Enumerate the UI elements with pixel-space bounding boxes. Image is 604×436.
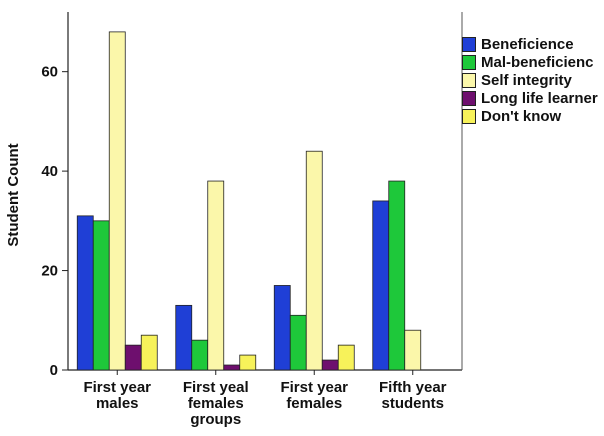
legend-label: Long life learner [481, 90, 598, 107]
bar [404, 329, 422, 371]
bar [223, 364, 241, 371]
bar [191, 339, 209, 371]
legend-item: Self integrity [462, 72, 604, 88]
x-tick-label: First year males [83, 379, 151, 412]
legend-item: Don't know [462, 108, 604, 124]
bar [305, 150, 323, 371]
bar [140, 334, 158, 371]
legend-swatch [462, 109, 476, 124]
y-axis-label: Student Count [5, 143, 22, 246]
bar [108, 31, 126, 371]
bar [289, 314, 307, 371]
legend-swatch [462, 73, 476, 88]
y-tick-label: 0 [50, 362, 58, 379]
y-tick-label: 20 [41, 263, 58, 280]
bar [388, 180, 406, 371]
bar [273, 285, 291, 371]
bar [321, 359, 339, 371]
y-tick-label: 40 [41, 163, 58, 180]
x-tick-label: First yeal females groups [183, 379, 249, 428]
legend-item: Beneficience [462, 36, 604, 52]
plot-area: 0 20 40 60 First year males First yeal females g… [41, 12, 463, 428]
bar [337, 344, 355, 371]
x-tick-label: Fifth year students [379, 379, 447, 412]
legend-label: Self integrity [481, 72, 572, 89]
legend-item: Long life learner [462, 90, 604, 106]
legend-item: Mal-beneficienc [462, 54, 604, 70]
legend-label: Beneficience [481, 36, 574, 53]
bar [239, 354, 257, 371]
x-tick-label: First year females [280, 379, 348, 412]
legend-swatch [462, 91, 476, 106]
bar [124, 344, 142, 371]
legend-swatch [462, 55, 476, 70]
legend-label: Mal-beneficienc [481, 54, 594, 71]
bar [76, 215, 94, 371]
legend-label: Don't know [481, 108, 562, 125]
bar [207, 180, 225, 371]
bar [175, 304, 193, 371]
y-tick-label: 60 [41, 64, 58, 81]
legend: Beneficience Mal-beneficienc Self integrit… [462, 36, 604, 126]
bar [92, 220, 110, 371]
bar [372, 200, 390, 371]
legend-swatch [462, 37, 476, 52]
